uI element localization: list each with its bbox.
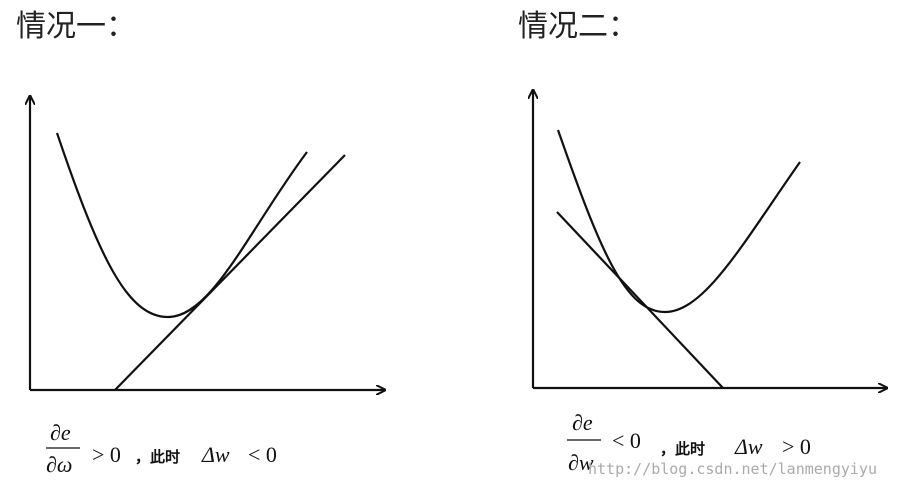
relation: > 0 (92, 442, 121, 467)
panel-1: 情况一： ∂e ∂ω > 0 ，此时 Δw < 0 (16, 9, 385, 477)
numerator: ∂e (50, 420, 71, 445)
error-curve (556, 129, 801, 314)
error-curve (55, 132, 308, 319)
denominator: ∂w (568, 450, 594, 475)
relation: < 0 (612, 428, 641, 453)
delta: Δw (201, 442, 230, 467)
panel-title: 情况一： (16, 9, 136, 44)
conjunction: ，此时 (135, 448, 180, 466)
panel-title: 情况二： (518, 9, 638, 44)
watermark: http://blog.csdn.net/lanmengyiyu (588, 460, 877, 478)
tangent-line (556, 211, 724, 389)
conjunction: ，此时 (660, 440, 705, 458)
delta-relation: > 0 (782, 434, 811, 459)
delta: Δw (734, 434, 763, 459)
tangent-line (114, 154, 346, 391)
numerator: ∂e (572, 410, 593, 435)
denominator: ∂ω (46, 452, 72, 477)
panel-2: 情况二： ∂e ∂w < 0 ，此时 Δw > 0 (518, 9, 887, 475)
delta-relation: < 0 (248, 442, 277, 467)
